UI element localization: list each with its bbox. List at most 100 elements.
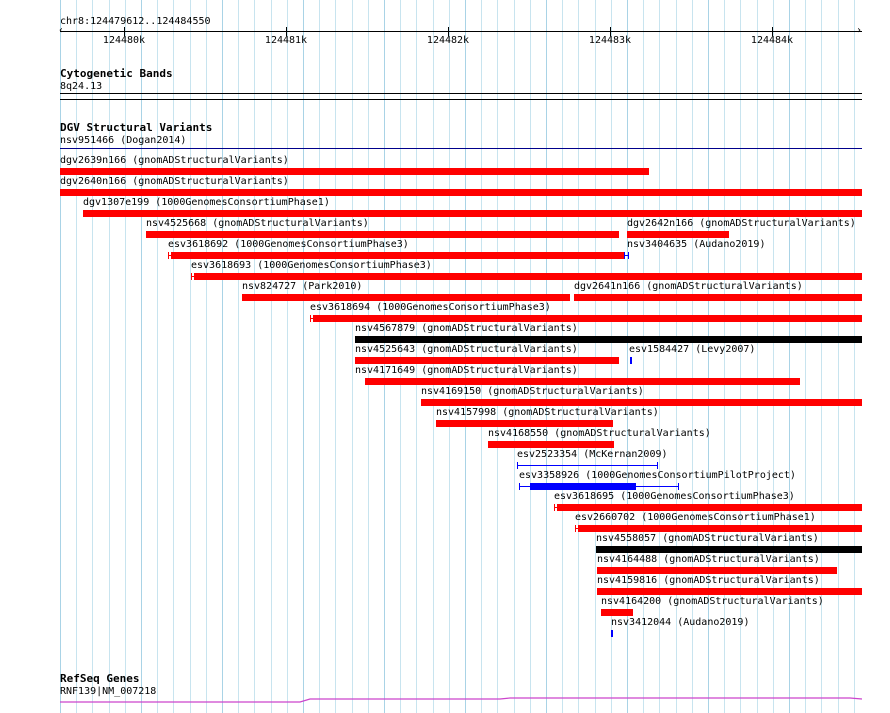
ruler-tick-label: 124483k <box>588 35 632 46</box>
dgv-feature-label: dgv2641n166 (gnomADStructuralVariants) <box>574 281 803 292</box>
dgv-feature-label: nsv4168550 (gnomADStructuralVariants) <box>488 428 711 439</box>
dgv-feature-bar[interactable] <box>627 231 729 238</box>
dgv-feature-bar[interactable] <box>596 546 862 553</box>
dgv-feature-cap[interactable] <box>628 252 629 259</box>
grid-line <box>303 0 304 713</box>
cytoband-band-bottom[interactable] <box>60 99 862 100</box>
dgv-feature-bar[interactable] <box>530 483 636 490</box>
dgv-feature-cap[interactable] <box>554 504 555 511</box>
dgv-feature-bar[interactable] <box>601 609 633 616</box>
grid-line <box>757 0 758 713</box>
dgv-feature-cap[interactable] <box>575 525 576 532</box>
dgv-feature-label: nsv824727 (Park2010) <box>242 281 363 292</box>
ruler-tick-label: 124481k <box>264 35 308 46</box>
ruler-line[interactable] <box>60 31 862 32</box>
grid-line <box>157 0 158 713</box>
dgv-feature-label: nsv4164488 (gnomADStructuralVariants) <box>597 554 820 565</box>
grid-line <box>611 0 612 713</box>
dgv-feature-label: nsv4164200 (gnomADStructuralVariants) <box>601 596 824 607</box>
ruler-tick <box>772 27 773 36</box>
ruler-tick <box>124 27 125 36</box>
dgv-feature-label: nsv4171649 (gnomADStructuralVariants) <box>355 365 578 376</box>
grid-line <box>319 0 320 713</box>
grid-line <box>708 0 709 713</box>
dgv-feature-label: esv2660702 (1000GenomesConsortiumPhase1) <box>575 512 816 523</box>
dgv-feature-label: nsv4558057 (gnomADStructuralVariants) <box>596 533 819 544</box>
dgv-feature-cap[interactable] <box>657 462 658 469</box>
dgv-track-title: DGV Structural Variants <box>60 121 213 134</box>
dgv-feature-whisker[interactable] <box>624 255 628 256</box>
dgv-feature-bar[interactable] <box>574 294 862 301</box>
refseq-gene-label: RNF139|NM_007218 <box>60 686 157 697</box>
grid-line <box>740 0 741 713</box>
dgv-feature-cap[interactable] <box>678 483 679 490</box>
grid-line <box>838 0 839 713</box>
dgv-feature-label: dgv2640n166 (gnomADStructuralVariants) <box>60 176 289 187</box>
grid-line <box>141 0 142 713</box>
ruler-right-arrow-icon: › <box>856 25 863 36</box>
dgv-feature-label: esv3358926 (1000GenomesConsortiumPilotPr… <box>519 470 796 481</box>
dgv-feature-bar[interactable] <box>83 210 862 217</box>
dgv-feature-cap[interactable] <box>191 273 192 280</box>
dgv-feature-bar[interactable] <box>488 441 614 448</box>
dgv-feature-bar[interactable] <box>365 378 800 385</box>
grid-line <box>60 0 61 713</box>
dgv-feature-label: dgv2642n166 (gnomADStructuralVariants) <box>627 218 856 229</box>
dgv-feature-bar[interactable] <box>355 357 619 364</box>
grid-line <box>109 0 110 713</box>
refseq-gene-line[interactable] <box>0 694 890 706</box>
grid-line <box>368 0 369 713</box>
location-label: chr8:124479612..124484550 <box>60 16 211 27</box>
ruler-tick-label: 124484k <box>750 35 794 46</box>
dgv-feature-bar[interactable] <box>313 315 862 322</box>
dgv-feature-label: nsv4525643 (gnomADStructuralVariants) <box>355 344 578 355</box>
dgv-feature-whisker[interactable] <box>630 360 632 361</box>
dgv-feature-bar[interactable] <box>60 168 649 175</box>
dgv-feature-cap[interactable] <box>310 315 311 322</box>
grid-line <box>821 0 822 713</box>
dgv-feature-bar[interactable] <box>171 252 624 259</box>
dgv-feature-bar[interactable] <box>421 399 862 406</box>
dgv-feature-bar[interactable] <box>597 588 862 595</box>
grid-line <box>400 0 401 713</box>
dgv-feature-label: esv3618694 (1000GenomesConsortiumPhase3) <box>310 302 551 313</box>
dgv-feature-label: esv3618693 (1000GenomesConsortiumPhase3) <box>191 260 432 271</box>
dgv-feature-label: nsv4525668 (gnomADStructuralVariants) <box>146 218 369 229</box>
grid-line <box>789 0 790 713</box>
dgv-feature-bar[interactable] <box>60 189 862 196</box>
grid-line <box>416 0 417 713</box>
cytoband-track-title: Cytogenetic Bands <box>60 67 173 80</box>
ruler-tick <box>448 27 449 36</box>
dgv-feature-bar[interactable] <box>436 420 613 427</box>
ruler-tick-label: 124482k <box>426 35 470 46</box>
dgv-feature-cap[interactable] <box>168 252 169 259</box>
grid-line <box>173 0 174 713</box>
dgv-feature-bar[interactable] <box>557 504 862 511</box>
grid-line <box>465 0 466 713</box>
dgv-feature-whisker[interactable] <box>517 465 657 466</box>
dgv-feature-label: esv2523354 (McKernan2009) <box>517 449 668 460</box>
grid-line <box>238 0 239 713</box>
grid-line <box>384 0 385 713</box>
dgv-feature-whisker[interactable] <box>611 633 613 634</box>
grid-line <box>854 0 855 713</box>
grid-line <box>190 0 191 713</box>
dgv-feature-bar[interactable] <box>194 273 862 280</box>
dgv-feature-label: dgv1307e199 (1000GenomesConsortiumPhase1… <box>83 197 330 208</box>
dgv-feature-bar[interactable] <box>355 336 862 343</box>
dgv-feature-label: nsv3404635 (Audano2019) <box>627 239 766 250</box>
cytoband-band-top[interactable] <box>60 93 862 94</box>
dgv-feature-bar[interactable] <box>597 567 837 574</box>
dgv-top-feature-line[interactable] <box>60 148 862 149</box>
grid-line <box>546 0 547 713</box>
dgv-feature-bar[interactable] <box>578 525 862 532</box>
dgv-feature-bar[interactable] <box>242 294 570 301</box>
ruler-tick <box>610 27 611 36</box>
dgv-feature-bar[interactable] <box>146 231 619 238</box>
grid-line <box>514 0 515 713</box>
grid-line <box>659 0 660 713</box>
grid-line <box>125 0 126 713</box>
dgv-feature-label: nsv4159816 (gnomADStructuralVariants) <box>597 575 820 586</box>
grid-line <box>287 0 288 713</box>
